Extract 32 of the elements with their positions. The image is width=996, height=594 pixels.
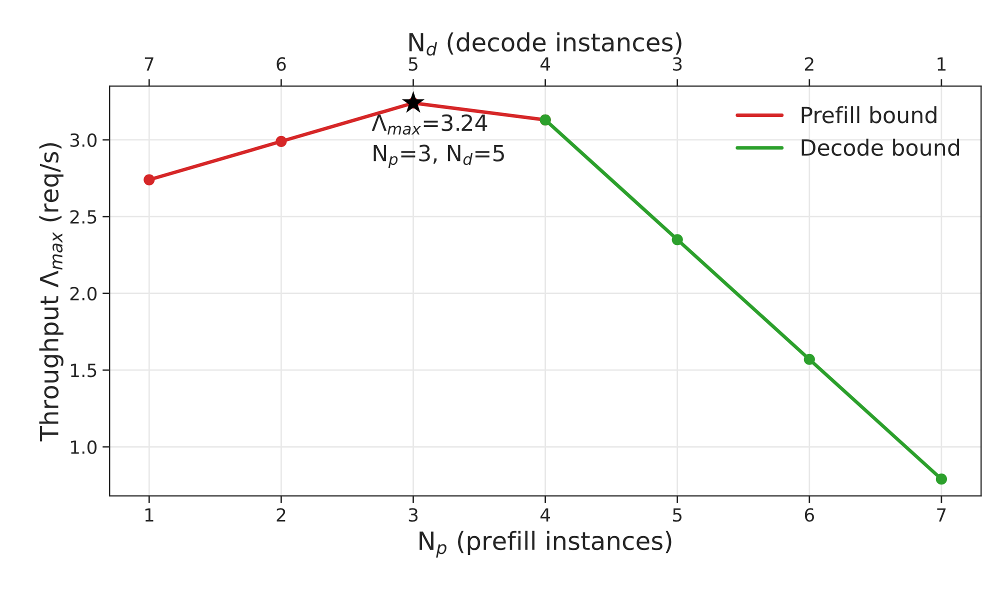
y-tick-label: 2.0 (70, 286, 97, 300)
x2-tick-label: 5 (408, 57, 418, 71)
x-tick-label: 2 (276, 508, 286, 522)
x2-tick-label: 4 (540, 57, 550, 71)
point (936, 474, 947, 485)
legend-label: Decode bound (802, 138, 960, 156)
point (672, 234, 683, 246)
x-tick-label: 3 (408, 508, 418, 522)
y-tick-label: 1.0 (71, 440, 97, 454)
x-tick-label: 4 (540, 508, 550, 522)
x2-tick-label: 2 (804, 57, 814, 71)
point (144, 174, 155, 186)
y-tick-label: 3.0 (70, 133, 97, 147)
annotation: N$_{p}$=3, N$_{d}$=5 (374, 144, 504, 168)
x2-axis-title: N$_{d}$ (decode instances) (409, 32, 682, 56)
x-axis-title: N$_{p}$ (prefill instances) (420, 530, 672, 558)
x2-tick-label: 1 (938, 57, 946, 71)
point (804, 354, 815, 365)
x2-tick-label: 7 (144, 57, 154, 71)
x-tick-label: 5 (673, 508, 682, 522)
legend-label: Prefill bound (802, 106, 936, 124)
x-tick-label: 6 (804, 508, 814, 522)
point (402, 90, 425, 113)
x-tick-label: 7 (937, 508, 946, 522)
x2-tick-label: 6 (276, 57, 286, 71)
x-tick-label: 1 (145, 508, 154, 522)
x2-tick-label: 3 (672, 57, 682, 71)
point (276, 136, 287, 147)
y-tick-label: 2.5 (70, 210, 96, 224)
y-tick-label: 1.5 (71, 364, 96, 378)
annotation: Λ$_{max}$=3.24 (372, 114, 488, 135)
y-axis-title: Throughput Λ$_{max}$ (req/s) (39, 143, 64, 442)
